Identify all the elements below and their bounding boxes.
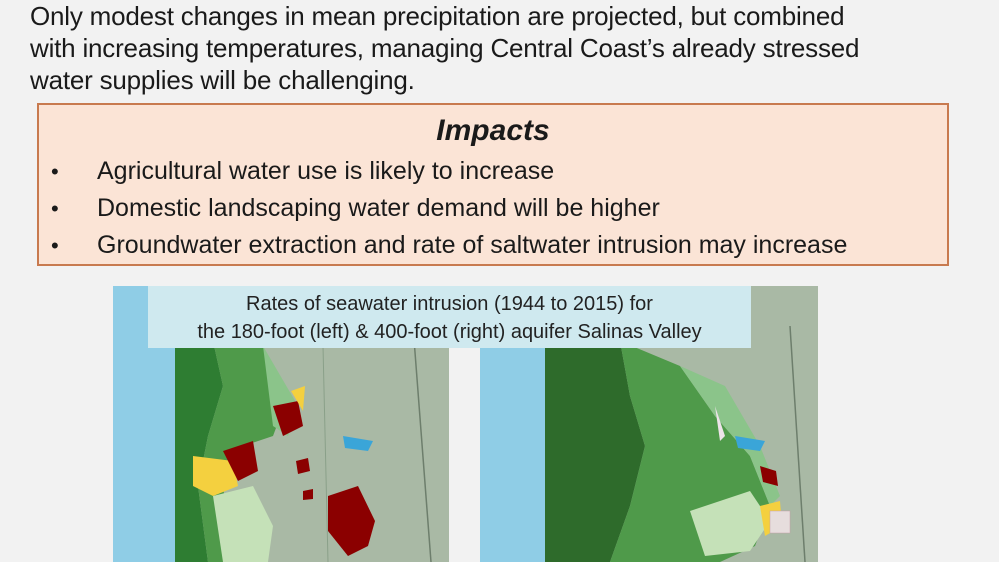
- caption-line: Rates of seawater intrusion (1944 to 201…: [246, 293, 653, 315]
- impact-item-text: Groundwater extraction and rate of saltw…: [97, 231, 848, 259]
- caption-line: the 180-foot (left) & 400-foot (right) a…: [197, 321, 702, 343]
- impact-item-text: Domestic landscaping water demand will b…: [97, 194, 660, 222]
- bullet-icon: •: [51, 159, 59, 184]
- intro-line: water supplies will be challenging.: [30, 65, 415, 95]
- impact-item: • Groundwater extraction and rate of sal…: [39, 227, 947, 264]
- intro-text: Only modest changes in mean precipitatio…: [30, 0, 980, 96]
- intro-line: with increasing temperatures, managing C…: [30, 33, 860, 63]
- impacts-title: Impacts: [436, 114, 550, 147]
- bullet-icon: •: [51, 196, 59, 221]
- impact-item-text: Agricultural water use is likely to incr…: [97, 157, 555, 185]
- impact-item: • Domestic landscaping water demand will…: [39, 190, 947, 227]
- intro-line: Only modest changes in mean precipitatio…: [30, 1, 845, 31]
- impact-item: • Agricultural water use is likely to in…: [39, 153, 947, 190]
- bullet-icon: •: [51, 233, 59, 258]
- impacts-box: Impacts • Agricultural water use is like…: [37, 103, 949, 266]
- maps-caption: Rates of seawater intrusion (1944 to 201…: [148, 286, 751, 348]
- impacts-list: • Agricultural water use is likely to in…: [39, 153, 947, 264]
